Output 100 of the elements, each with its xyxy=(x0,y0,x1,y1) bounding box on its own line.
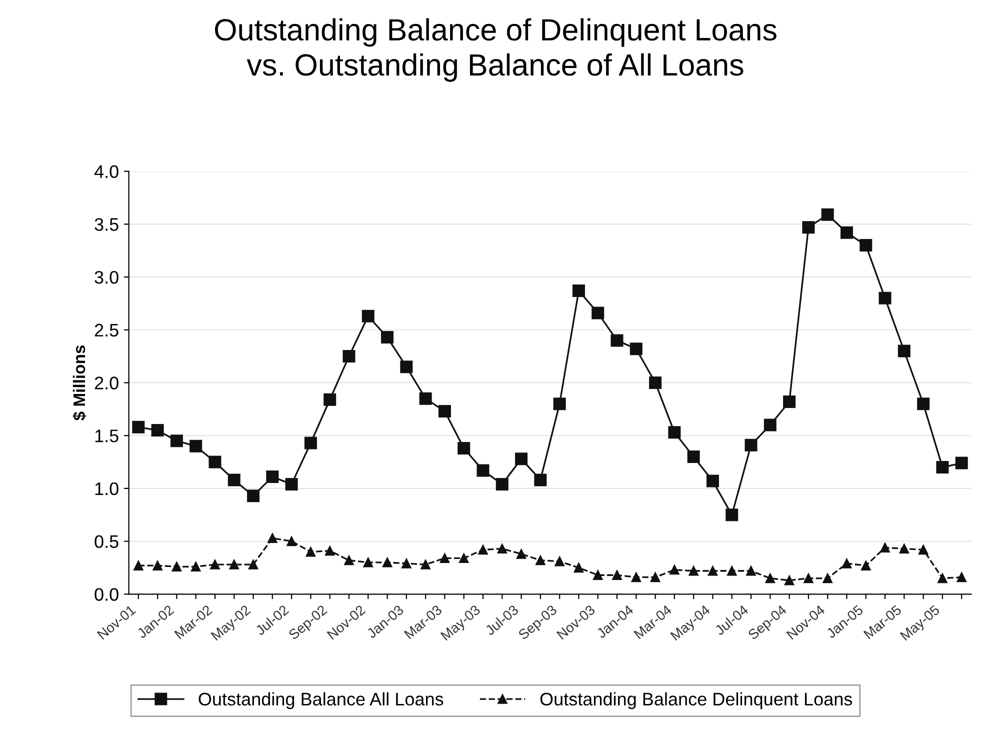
point xyxy=(650,572,660,582)
point xyxy=(593,570,603,580)
point xyxy=(688,566,698,576)
point xyxy=(324,393,336,406)
point xyxy=(420,560,430,570)
point xyxy=(938,573,948,584)
point xyxy=(304,436,317,450)
point xyxy=(649,376,662,389)
point xyxy=(170,434,183,448)
point xyxy=(899,544,910,554)
point xyxy=(248,560,258,570)
point xyxy=(746,566,756,576)
y-tick-label: 2.0 xyxy=(94,376,118,390)
point xyxy=(208,456,222,468)
point xyxy=(382,558,392,568)
chart-title: Outstanding Balance of Delinquent Loans vs. Outstanding Balance of All Loans xyxy=(214,18,776,82)
point xyxy=(440,553,450,564)
point xyxy=(572,284,585,298)
point xyxy=(630,342,642,356)
point xyxy=(381,331,394,344)
point xyxy=(306,546,316,557)
point xyxy=(783,396,796,408)
point xyxy=(458,442,470,455)
point xyxy=(268,533,278,543)
point xyxy=(764,418,776,432)
point xyxy=(476,464,490,477)
point xyxy=(496,478,508,490)
point xyxy=(765,573,776,584)
point xyxy=(936,461,949,474)
legend-label: Outstanding Balance All Loans xyxy=(198,692,444,710)
point xyxy=(229,560,239,570)
y-tick-label: 1.5 xyxy=(95,430,118,442)
point xyxy=(804,573,814,584)
point xyxy=(898,344,910,358)
point xyxy=(534,474,547,486)
y-tick-label: 3.0 xyxy=(94,270,118,284)
point xyxy=(631,572,642,582)
point xyxy=(458,553,469,564)
point xyxy=(516,549,526,559)
point xyxy=(285,478,298,490)
point xyxy=(670,564,680,575)
point xyxy=(706,474,719,488)
point xyxy=(708,566,718,576)
y-tick-label: 0.0 xyxy=(94,588,118,601)
point xyxy=(744,438,758,452)
point xyxy=(554,556,564,566)
point xyxy=(821,208,834,221)
point xyxy=(687,450,700,463)
point xyxy=(860,239,872,252)
point xyxy=(917,398,930,410)
y-axis-title: $ Millions xyxy=(72,345,86,420)
point xyxy=(726,508,738,522)
y-tick-label: 0.5 xyxy=(94,535,118,548)
point xyxy=(172,562,182,572)
point xyxy=(210,560,220,570)
point xyxy=(363,558,373,568)
point xyxy=(880,542,890,552)
point xyxy=(344,555,354,566)
point xyxy=(878,292,892,304)
point xyxy=(574,562,584,573)
point xyxy=(861,560,871,570)
point xyxy=(247,490,260,502)
point xyxy=(842,558,852,568)
point xyxy=(802,221,815,234)
point xyxy=(610,334,624,347)
point xyxy=(132,420,145,434)
point xyxy=(478,544,488,555)
y-tick-label: 3.5 xyxy=(94,218,118,231)
y-tick-label: 2.5 xyxy=(94,324,118,337)
point xyxy=(918,544,928,555)
point xyxy=(342,350,356,363)
point xyxy=(956,572,966,582)
point xyxy=(840,226,853,239)
y-tick-label: 1.0 xyxy=(95,482,118,496)
legend-label: Outstanding Balance Delinquent Loans xyxy=(540,692,852,710)
point xyxy=(668,426,681,439)
point xyxy=(400,360,413,374)
point xyxy=(324,546,335,556)
point xyxy=(286,536,296,546)
point xyxy=(822,573,832,584)
point xyxy=(190,562,201,572)
point xyxy=(497,544,508,554)
point xyxy=(784,576,794,586)
point xyxy=(592,306,604,320)
point xyxy=(438,405,451,418)
point xyxy=(553,398,566,410)
point xyxy=(228,474,240,486)
point xyxy=(134,560,144,570)
point xyxy=(402,558,412,568)
point xyxy=(419,392,432,405)
point xyxy=(362,310,374,322)
point xyxy=(536,555,546,566)
point xyxy=(515,452,528,466)
point xyxy=(612,570,622,580)
point xyxy=(190,440,202,452)
point xyxy=(727,566,737,576)
point xyxy=(151,424,164,437)
point xyxy=(152,560,162,570)
point xyxy=(266,470,279,484)
point xyxy=(955,456,968,470)
